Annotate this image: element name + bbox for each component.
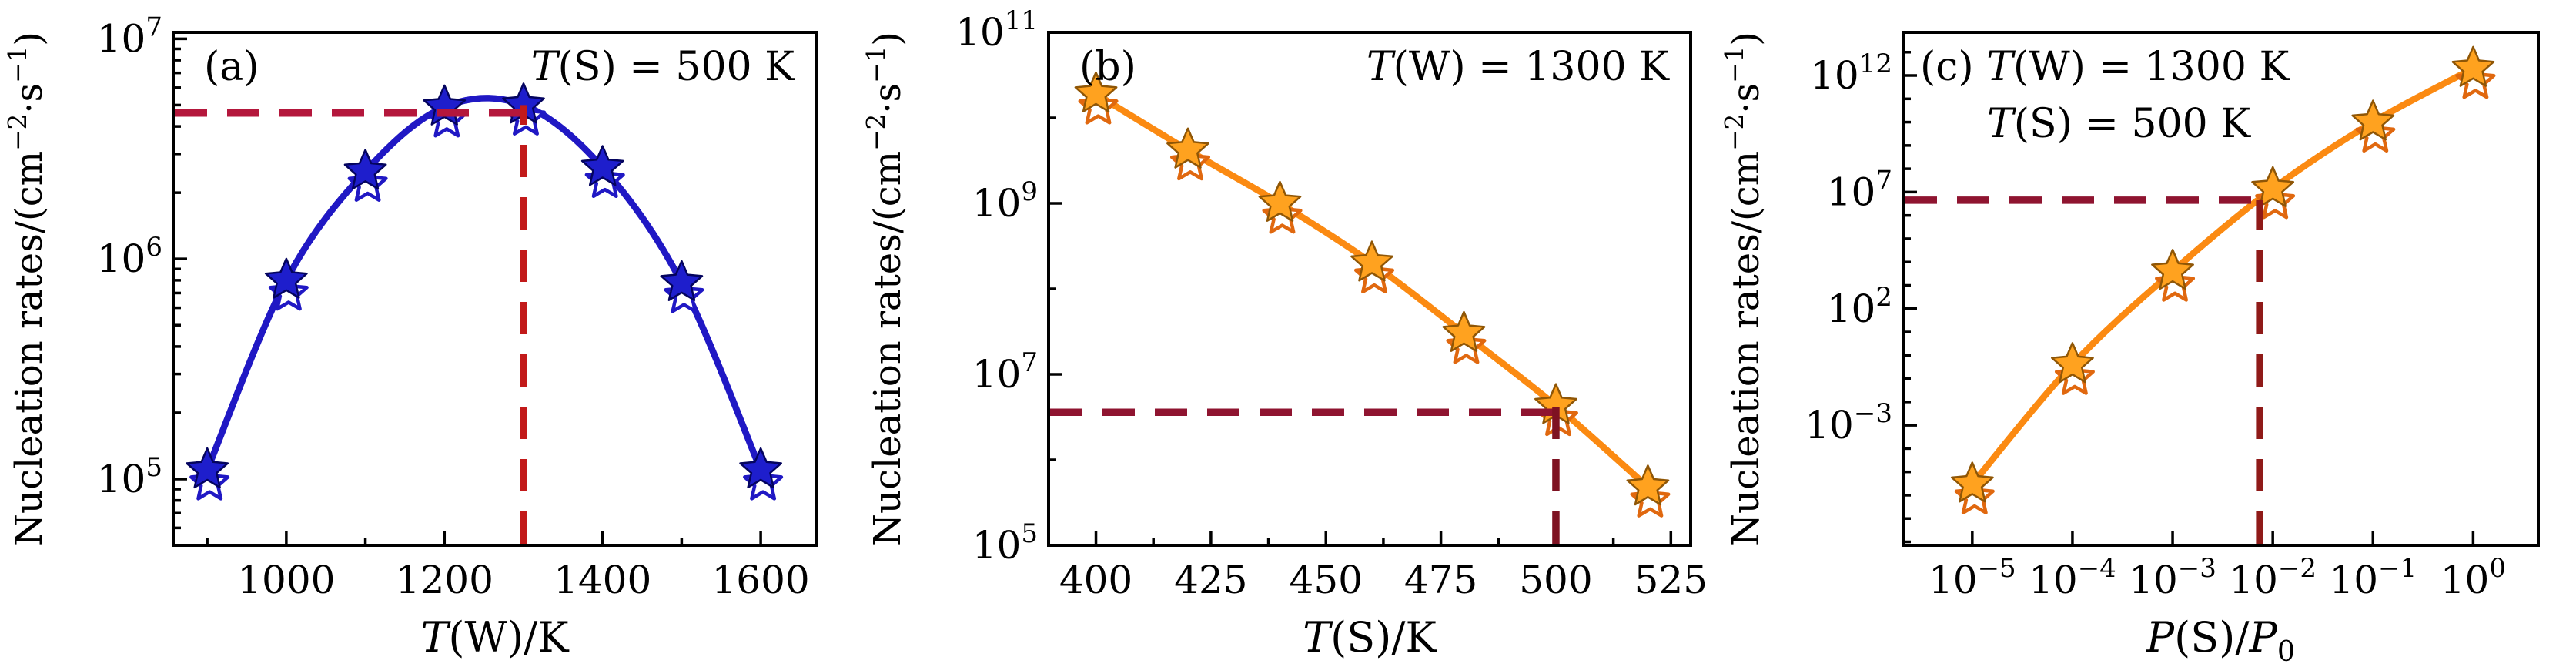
panel-b-open-star-markers bbox=[1078, 85, 1671, 518]
panel-b-x-tick-label: 500 bbox=[1519, 558, 1592, 602]
panel-c-y-tick-label: 102 bbox=[1827, 282, 1892, 331]
panel-a-frame bbox=[172, 31, 818, 547]
filled-star-marker bbox=[2351, 99, 2395, 141]
panel-c-frame bbox=[1902, 31, 2540, 547]
panel-a-y-tick-label: 105 bbox=[97, 452, 162, 501]
chart-panel-c: 10−5 10−4 10−3 10−2 10−1 100 10−3 102 107 1012 P(S… bbox=[1717, 0, 2575, 667]
panel-c-x-tick-label: 10−2 bbox=[2229, 553, 2317, 602]
panel-b-annotation: T(W) = 1300 K bbox=[1367, 44, 1670, 90]
panel-c-annotation: T(S) = 500 K bbox=[1987, 101, 2251, 147]
panel-b-x-tick-label: 525 bbox=[1634, 558, 1708, 602]
filled-star-marker bbox=[1166, 127, 1209, 169]
panel-b-tick-labels: 400 425 450 475 500 525 105 107 109 1011 bbox=[955, 5, 1708, 602]
filled-star-marker bbox=[264, 257, 308, 299]
panel-c-y-tick-label: 107 bbox=[1827, 165, 1892, 214]
panel-b-x-tick-label: 400 bbox=[1059, 558, 1132, 602]
panel-a-y-tick-label: 106 bbox=[97, 232, 162, 281]
panel-a-x-tick-label: 1200 bbox=[396, 558, 493, 602]
panel-b-x-tick-label: 450 bbox=[1290, 558, 1363, 602]
chart-panel-b: 400 425 450 475 500 525 105 107 109 1011 T(S)/K Nuc… bbox=[858, 0, 1717, 667]
panel-b-label: (b) bbox=[1079, 44, 1136, 90]
filled-star-marker bbox=[1950, 461, 1994, 503]
filled-star-marker bbox=[1626, 464, 1670, 506]
filled-star-marker bbox=[1258, 180, 1302, 222]
panel-a-ticks bbox=[173, 37, 762, 545]
chart-panel-a: 1000 1200 1400 1600 105 106 107 T(W)/K Nucleatio… bbox=[0, 0, 858, 667]
panel-a-x-tick-label: 1600 bbox=[711, 558, 809, 602]
panel-a-annotation: T(S) = 500 K bbox=[531, 44, 795, 90]
panel-c-y-tick-label: 1012 bbox=[1810, 49, 1892, 98]
filled-star-marker bbox=[1350, 240, 1393, 282]
panel-c-y-tick-label: 10−3 bbox=[1805, 398, 1892, 447]
filled-star-marker bbox=[1074, 71, 1118, 112]
filled-star-marker bbox=[1442, 310, 1486, 352]
panel-b-x-tick-label: 475 bbox=[1404, 558, 1477, 602]
panel-c-label: (c) T(W) = 1300 K bbox=[1920, 44, 2290, 90]
panel-b-y-tick-label: 105 bbox=[972, 518, 1038, 568]
panel-b-y-tick-label: 1011 bbox=[955, 5, 1038, 55]
panel-b-x-tick-label: 425 bbox=[1174, 558, 1247, 602]
panel-b-y-tick-label: 107 bbox=[972, 347, 1038, 397]
filled-star-marker bbox=[2051, 342, 2094, 384]
panel-c-filled-star-markers bbox=[1950, 45, 2495, 503]
panel-b-x-axis-label: T(S)/K bbox=[1303, 613, 1437, 662]
chart-svg-c: 10−5 10−4 10−3 10−2 10−1 100 10−3 102 107 1012 P(S… bbox=[1720, 31, 2540, 667]
panel-c-tick-labels: 10−5 10−4 10−3 10−2 10−1 100 10−3 102 107 1012 bbox=[1805, 49, 2506, 602]
chart-svg-a: 1000 1200 1400 1600 105 106 107 T(W)/K Nucleatio… bbox=[3, 12, 818, 662]
filled-star-marker bbox=[186, 447, 229, 489]
panel-a-label: (a) bbox=[204, 44, 259, 90]
panel-a-y-axis-label: Nucleation rates/(cm−2·s−1) bbox=[3, 32, 51, 546]
filled-star-marker bbox=[2151, 249, 2194, 290]
filled-star-marker bbox=[739, 447, 782, 489]
panel-b-y-axis-label: Nucleation rates/(cm−2·s−1) bbox=[861, 32, 909, 546]
panel-b-ticks bbox=[1049, 31, 1673, 547]
filled-star-marker bbox=[2251, 166, 2295, 207]
panel-c-x-tick-label: 100 bbox=[2441, 553, 2506, 602]
panel-c-x-tick-label: 10−3 bbox=[2129, 553, 2216, 602]
panel-a-x-tick-label: 1000 bbox=[237, 558, 335, 602]
filled-star-marker bbox=[660, 260, 704, 301]
panel-a-x-axis-label: T(W)/K bbox=[420, 613, 570, 662]
chart-svg-b: 400 425 450 475 500 525 105 107 109 1011 T(S)/K Nuc… bbox=[861, 5, 1708, 662]
panel-c-x-tick-label: 10−4 bbox=[2029, 553, 2116, 602]
filled-star-marker bbox=[580, 145, 624, 186]
panel-c-x-axis-label: P(S)/P0 bbox=[2146, 613, 2295, 667]
panel-c-x-tick-label: 10−5 bbox=[1929, 553, 2016, 602]
panel-c-ticks bbox=[1903, 51, 2475, 545]
panel-c-y-axis-label: Nucleation rates/(cm−2·s−1) bbox=[1720, 32, 1768, 546]
panel-a-y-tick-label: 107 bbox=[97, 12, 162, 61]
panel-b-y-tick-label: 109 bbox=[972, 176, 1038, 226]
panel-a-tick-labels: 1000 1200 1400 1600 105 106 107 bbox=[97, 12, 810, 602]
panel-a-x-tick-label: 1400 bbox=[554, 558, 651, 602]
filled-star-marker bbox=[343, 149, 387, 190]
filled-star-marker bbox=[2451, 45, 2495, 87]
panel-a-filled-star-markers bbox=[186, 82, 782, 489]
panel-c-x-tick-label: 10−1 bbox=[2329, 553, 2417, 602]
